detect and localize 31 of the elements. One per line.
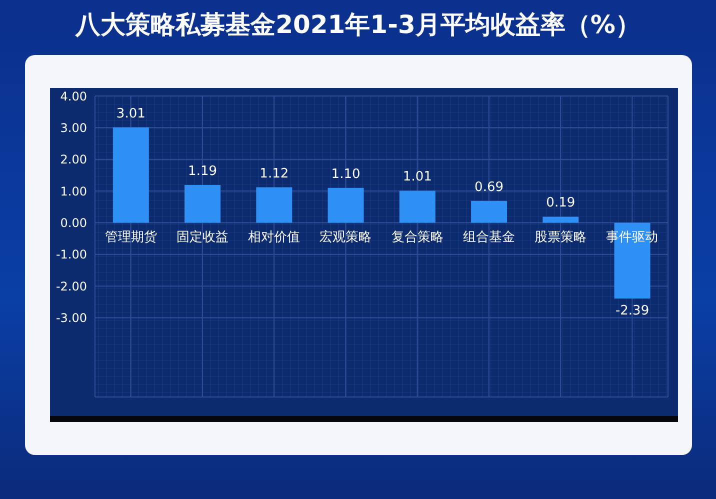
bar bbox=[542, 216, 579, 223]
data-label: 3.01 bbox=[116, 106, 146, 122]
data-label: 0.19 bbox=[546, 196, 576, 211]
data-label: 1.12 bbox=[260, 166, 289, 182]
data-label: -2.39 bbox=[615, 303, 650, 318]
y-tick-label: 1.00 bbox=[60, 184, 87, 198]
x-tick-label: 固定收益 bbox=[176, 230, 228, 246]
y-tick-label: 2.00 bbox=[60, 152, 87, 167]
y-tick-label: -2.00 bbox=[56, 279, 87, 294]
y-tick-label: -3.00 bbox=[56, 311, 87, 326]
y-tick-label: -1.00 bbox=[56, 248, 87, 262]
x-tick-label: 相对价值 bbox=[248, 230, 300, 246]
y-tick-label: 4.00 bbox=[60, 89, 87, 104]
x-tick-label: 股票策略 bbox=[534, 230, 587, 246]
x-tick-label: 管理期货 bbox=[104, 230, 157, 246]
bar bbox=[184, 185, 221, 223]
chart-title: 八大策略私募基金2021年1-3月平均收益率（%） bbox=[74, 9, 642, 41]
bar bbox=[471, 200, 508, 223]
y-tick-label: 0.00 bbox=[60, 216, 87, 230]
data-label: 0.69 bbox=[474, 180, 504, 195]
bar bbox=[256, 187, 292, 223]
bar bbox=[399, 190, 436, 223]
bar bbox=[328, 188, 364, 223]
x-tick-label: 宏观策略 bbox=[320, 229, 372, 246]
data-label: 1.01 bbox=[402, 170, 432, 185]
y-tick-label: 3.00 bbox=[60, 120, 87, 135]
data-label: 1.10 bbox=[331, 166, 360, 182]
bar bbox=[112, 127, 149, 223]
x-tick-label: 复合策略 bbox=[391, 230, 444, 246]
data-label: 1.19 bbox=[188, 164, 218, 180]
x-tick-label: 组合基金 bbox=[462, 230, 515, 246]
